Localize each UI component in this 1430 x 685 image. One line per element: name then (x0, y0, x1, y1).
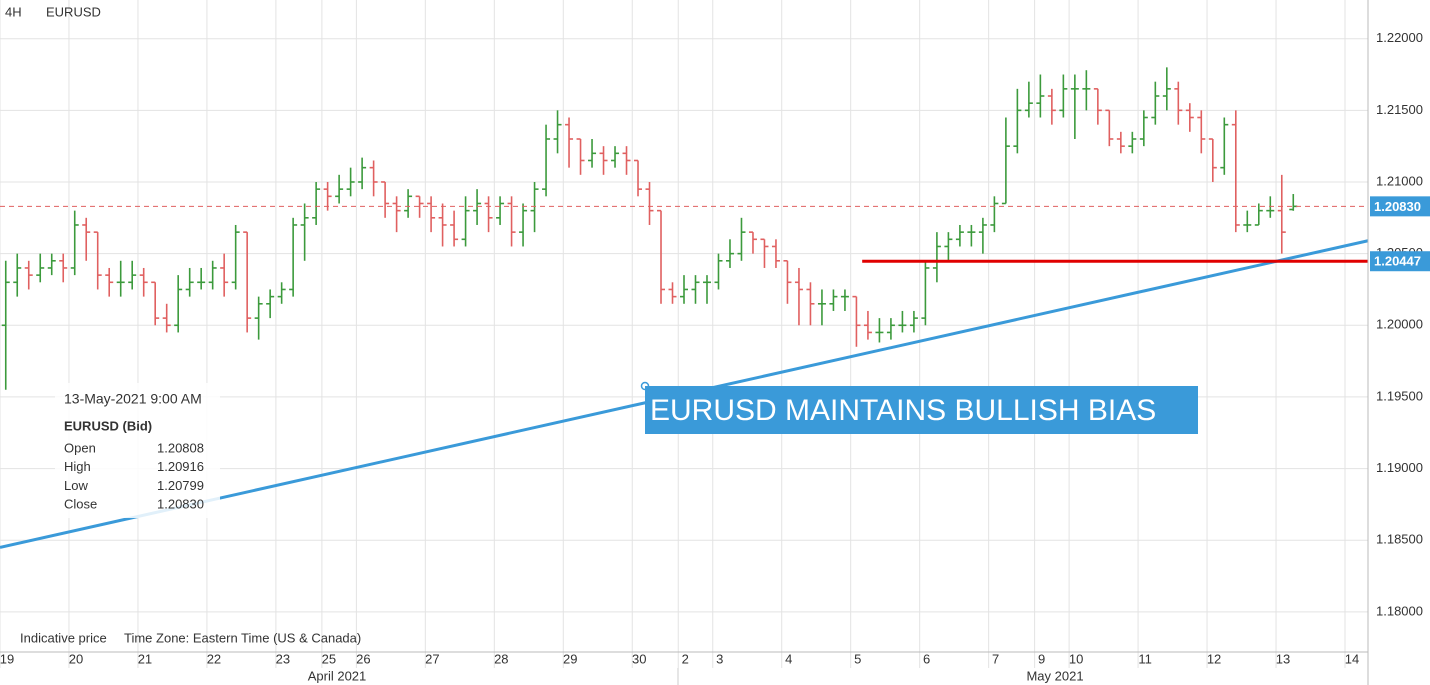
x-tick-label: 20 (69, 651, 83, 666)
x-tick-label: 27 (425, 651, 439, 666)
footer-note: Time Zone: Eastern Time (US & Canada) (124, 630, 361, 645)
x-tick-label: 4 (785, 651, 792, 666)
chart-title: EURUSD (46, 4, 101, 19)
price-label: 1.20447 (1374, 254, 1421, 269)
x-tick-label: 21 (138, 651, 152, 666)
tooltip-value: 1.20830 (157, 497, 204, 512)
y-tick-label: 1.21000 (1376, 173, 1423, 188)
x-tick-label: 13 (1276, 651, 1290, 666)
tooltip-label: Low (64, 478, 88, 493)
y-tick-label: 1.19500 (1376, 388, 1423, 403)
x-tick-label: 28 (494, 651, 508, 666)
month-label: April 2021 (308, 668, 367, 683)
x-tick-label: 26 (356, 651, 370, 666)
x-tick-label: 23 (276, 651, 290, 666)
x-tick-label: 11 (1138, 651, 1152, 666)
x-tick-label: 22 (207, 651, 221, 666)
tooltip-box (55, 383, 220, 518)
tooltip-rows: Open 1.20808 High 1.20916 Low 1.20799 Close 1.2… (64, 440, 204, 511)
x-tick-label: 2 (682, 651, 689, 666)
x-tick-label: 5 (854, 651, 861, 666)
grid (0, 0, 1368, 668)
x-tick-label: 14 (1345, 651, 1359, 666)
month-label: May 2021 (1026, 668, 1083, 683)
tooltip-label: Close (64, 497, 97, 512)
x-tick-label: 9 (1038, 651, 1045, 666)
x-tick-label: 12 (1207, 651, 1221, 666)
tooltip-value: 1.20916 (157, 459, 204, 474)
y-tick-label: 1.20000 (1376, 317, 1423, 332)
tooltip-value: 1.20799 (157, 478, 204, 493)
x-tick-label: 19 (0, 651, 14, 666)
x-tick-label: 29 (563, 651, 577, 666)
price-label: 1.20830 (1374, 199, 1421, 214)
tooltip-label: Open (64, 440, 96, 455)
x-tick-label: 25 (322, 651, 336, 666)
y-tick-label: 1.21500 (1376, 102, 1423, 117)
tooltip-time: 13-May-2021 9:00 AM (64, 391, 202, 407)
price-label-box (1370, 196, 1430, 217)
annotation-text: EURUSD MAINTAINS BULLISH BIAS (650, 394, 1156, 427)
y-tick-label: 1.18500 (1376, 532, 1423, 547)
annotation-box (645, 386, 1198, 434)
tooltip-value: 1.20808 (157, 440, 204, 455)
bars (1, 67, 1298, 390)
price-lines (0, 205, 1368, 263)
tooltip-label: High (64, 459, 91, 474)
footer-note: Indicative price (20, 630, 107, 645)
timeframe: 4H (5, 4, 22, 19)
y-tick-label: 1.19000 (1376, 460, 1423, 475)
x-tick-label: 6 (923, 651, 930, 666)
x-tick-label: 7 (992, 651, 999, 666)
y-tick-label: 1.18000 (1376, 603, 1423, 618)
y-tick-label: 1.22000 (1376, 30, 1423, 45)
x-tick-label: 3 (716, 651, 723, 666)
tooltip-symbol: EURUSD (Bid) (64, 418, 152, 433)
x-tick-label: 30 (632, 651, 646, 666)
price-label-box (1370, 251, 1430, 272)
x-tick-label: 10 (1069, 651, 1083, 666)
